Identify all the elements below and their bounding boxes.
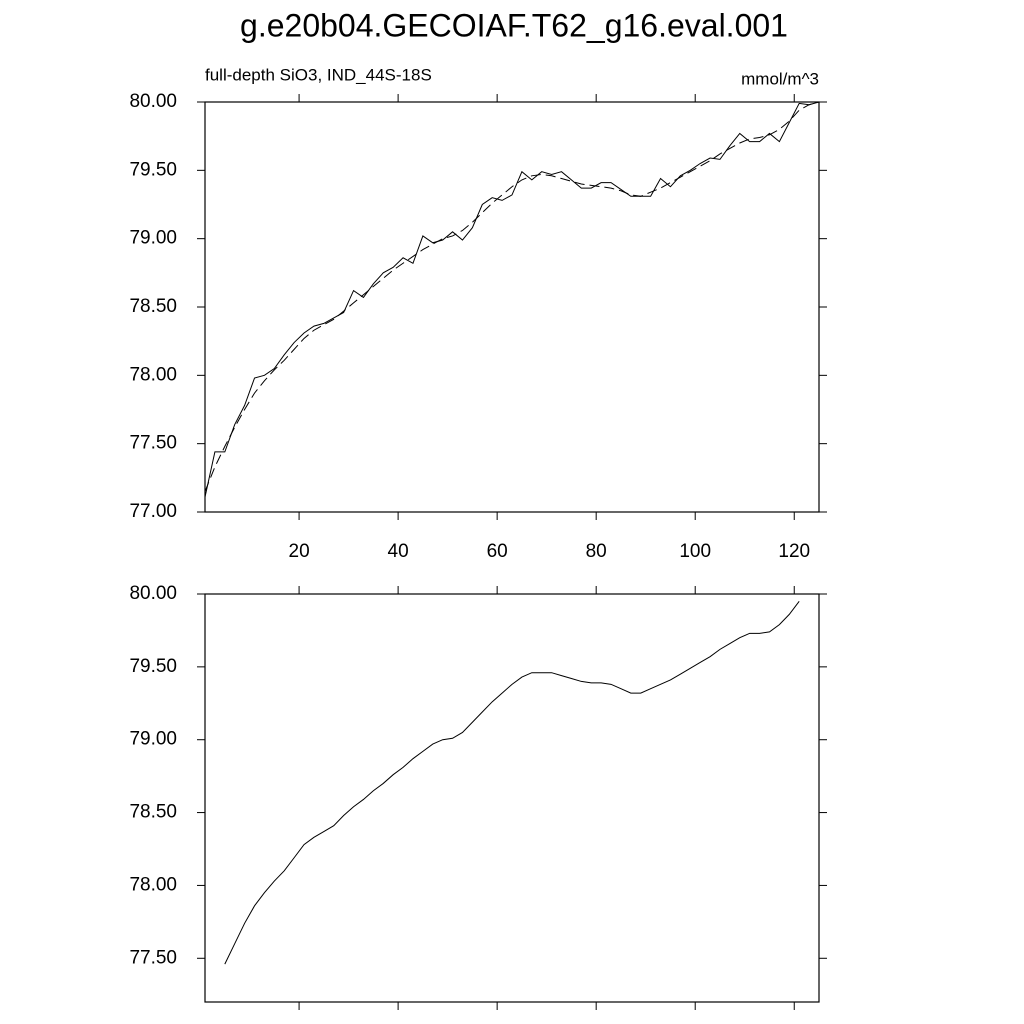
x-tick-label: 60 — [487, 541, 508, 562]
plot-frame — [204, 593, 820, 1003]
x-tick-label: 20 — [289, 541, 310, 562]
y-tick-label: 79.00 — [129, 228, 177, 249]
data-line — [204, 101, 820, 492]
chart-title: g.e20b04.GECOIAF.T62_g16.eval.001 — [240, 7, 788, 43]
y-tick-label: 77.00 — [129, 501, 177, 522]
data-line — [224, 600, 800, 965]
y-tick-label: 78.50 — [129, 802, 177, 823]
x-tick-label: 120 — [778, 541, 810, 562]
x-tick-label: 100 — [679, 541, 711, 562]
y-tick-label: 79.50 — [129, 159, 177, 180]
y-tick-label: 78.00 — [129, 364, 177, 385]
units-label: mmol/m^3 — [741, 69, 819, 88]
y-tick-label: 77.50 — [129, 433, 177, 454]
x-tick-label: 80 — [586, 541, 607, 562]
x-tick-label: 40 — [388, 541, 409, 562]
data-line — [204, 101, 820, 498]
y-tick-label: 78.50 — [129, 296, 177, 317]
y-tick-label: 79.00 — [129, 729, 177, 750]
y-tick-label: 78.00 — [129, 874, 177, 895]
plot-frame — [204, 101, 820, 513]
y-tick-label: 77.50 — [129, 947, 177, 968]
y-tick-label: 80.00 — [129, 583, 177, 604]
y-tick-label: 80.00 — [129, 91, 177, 112]
subtitle: full-depth SiO3, IND_44S-18S — [205, 65, 432, 84]
y-tick-label: 79.50 — [129, 656, 177, 677]
